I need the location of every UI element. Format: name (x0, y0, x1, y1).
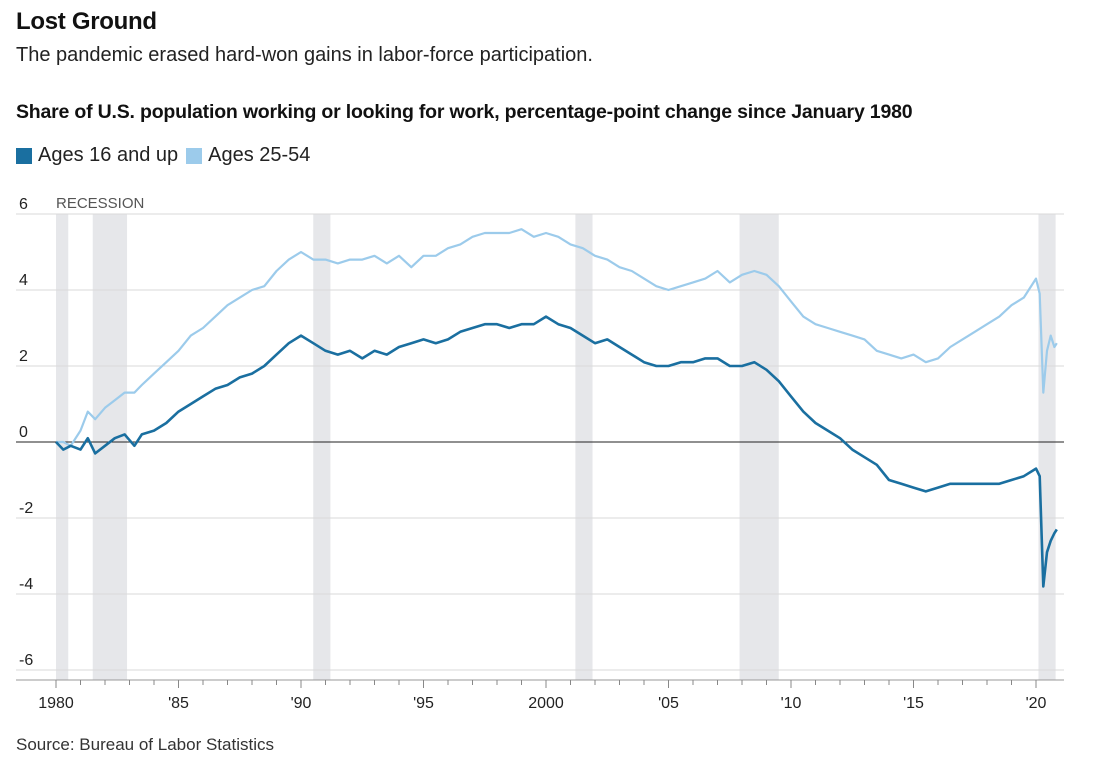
x-tick-label: '90 (291, 695, 312, 712)
x-tick-label: '10 (781, 695, 802, 712)
y-tick-label: 0 (19, 424, 28, 441)
x-tick-label: '95 (413, 695, 434, 712)
recession-band (739, 214, 779, 680)
recession-band (92, 214, 128, 680)
chart-title: Share of U.S. population working or look… (16, 101, 913, 123)
y-tick-label: 2 (19, 348, 28, 365)
y-tick-label: 6 (19, 196, 28, 213)
series-line-16up (55, 315, 1058, 588)
recession-band (575, 214, 593, 680)
legend-swatch-25-54 (186, 147, 203, 164)
recession-band (313, 214, 331, 680)
page-title: Lost Ground (16, 8, 157, 35)
legend-swatch-16up (16, 147, 32, 164)
y-tick-label: -6 (19, 652, 33, 669)
legend-label-16up: Ages 16 and up (38, 144, 179, 166)
x-tick-label: '05 (658, 695, 679, 712)
x-tick-label: '20 (1026, 695, 1047, 712)
legend-item-16up: Ages 16 and up (16, 144, 178, 167)
recession-label: RECESSION (56, 195, 144, 212)
y-tick-label: -4 (19, 576, 33, 593)
x-tick-label: 2000 (528, 695, 564, 712)
legend-item-25-54: Ages 25-54 (186, 144, 310, 167)
page-subtitle: The pandemic erased hard-won gains in la… (16, 44, 593, 66)
legend-label-25-54: Ages 25-54 (208, 144, 311, 166)
x-tick-label: '85 (168, 695, 189, 712)
y-tick-label: -2 (19, 500, 33, 517)
recession-band (1038, 214, 1056, 680)
y-tick-label: 4 (19, 272, 28, 289)
series-line-25-54 (56, 228, 1058, 447)
chart-legend: Ages 16 and up Ages 25-54 (16, 144, 318, 167)
x-tick-label: 1980 (38, 695, 74, 712)
source-note: Source: Bureau of Labor Statistics (16, 735, 274, 754)
x-tick-label: '15 (903, 695, 924, 712)
